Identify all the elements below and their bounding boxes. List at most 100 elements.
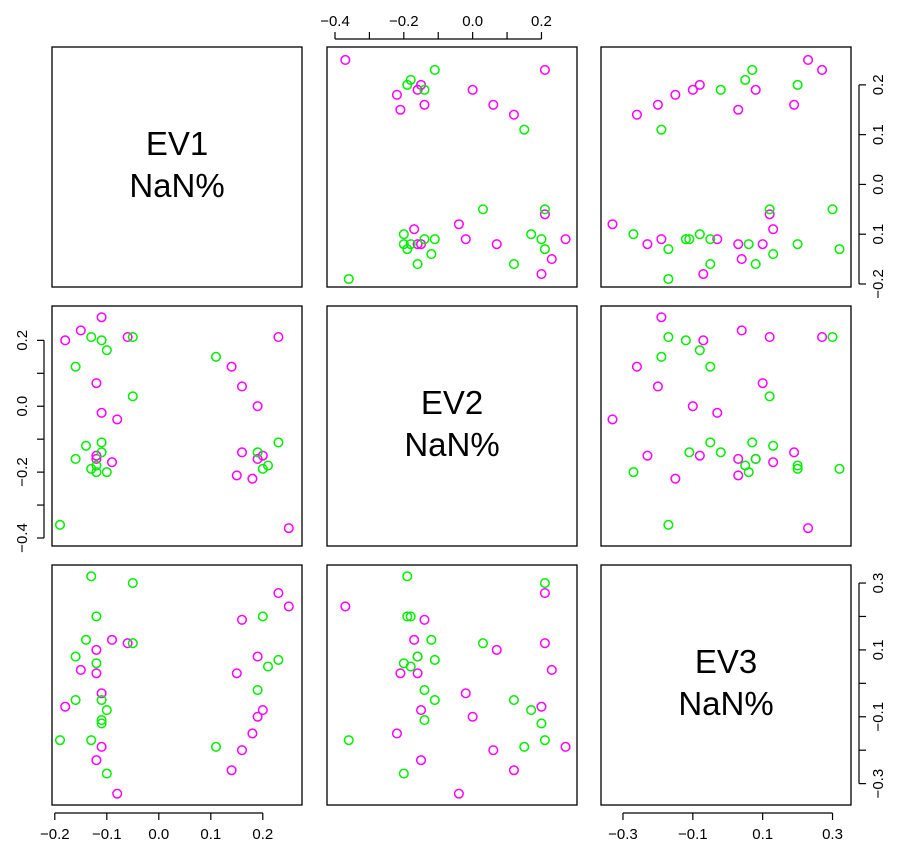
point-green-r2-c3 bbox=[715, 447, 726, 458]
point-magenta-r3-c2 bbox=[419, 614, 430, 625]
point-green-r2-c1 bbox=[91, 467, 102, 478]
point-magenta-r3-c1 bbox=[96, 741, 107, 752]
point-green-r3-c1 bbox=[210, 741, 222, 752]
point-magenta-r3-c2 bbox=[539, 588, 550, 599]
point-green-r1-c2 bbox=[402, 244, 413, 255]
point-green-r3-c2 bbox=[477, 638, 489, 649]
panel-frame-r2-c2 bbox=[326, 305, 578, 547]
point-green-r1-c3 bbox=[705, 234, 716, 245]
point-magenta-r1-c2 bbox=[560, 234, 571, 245]
point-magenta-r2-c1 bbox=[60, 335, 71, 346]
point-green-r1-c2 bbox=[343, 273, 354, 285]
point-magenta-r3-c2 bbox=[546, 664, 557, 676]
point-magenta-r2-c3 bbox=[816, 332, 828, 343]
point-magenta-r2-c1 bbox=[91, 453, 102, 464]
point-green-r3-c1 bbox=[262, 661, 274, 672]
point-green-r2-c3 bbox=[663, 519, 674, 530]
point-green-r3-c2 bbox=[429, 654, 440, 665]
point-green-r2-c1 bbox=[101, 467, 112, 478]
point-magenta-r1-c3 bbox=[733, 104, 744, 115]
point-magenta-r3-c1 bbox=[252, 651, 263, 662]
point-magenta-r3-c2 bbox=[488, 745, 499, 756]
point-magenta-r1-c3 bbox=[757, 239, 768, 250]
point-magenta-r2-c3 bbox=[789, 447, 800, 458]
point-green-r3-c2 bbox=[398, 768, 409, 779]
axis-right-tick-label: 0.2 bbox=[870, 74, 887, 95]
point-green-r1-c2 bbox=[519, 124, 530, 135]
point-green-r1-c3 bbox=[694, 229, 705, 240]
point-magenta-r1-c3 bbox=[712, 234, 723, 245]
point-green-r1-c3 bbox=[768, 249, 779, 260]
point-green-r3-c1 bbox=[91, 611, 102, 622]
point-green-r1-c2 bbox=[477, 204, 489, 215]
point-magenta-r2-c1 bbox=[252, 401, 263, 412]
point-magenta-r1-c3 bbox=[652, 99, 663, 110]
point-magenta-r3-c2 bbox=[539, 638, 550, 649]
point-magenta-r3-c2 bbox=[412, 668, 423, 679]
point-green-r2-c1 bbox=[91, 460, 102, 471]
point-green-r1-c2 bbox=[398, 229, 409, 240]
point-magenta-r1-c2 bbox=[488, 99, 499, 110]
point-green-r3-c2 bbox=[398, 658, 409, 669]
point-green-r3-c1 bbox=[96, 694, 107, 706]
axis-right-tick-label: 0.1 bbox=[870, 639, 887, 660]
point-green-r1-c2 bbox=[539, 244, 550, 255]
point-magenta-r3-c2 bbox=[409, 634, 420, 645]
point-green-r2-c3 bbox=[628, 467, 639, 478]
point-magenta-r2-c1 bbox=[75, 325, 86, 336]
panel-frame-r1-c3 bbox=[600, 46, 852, 288]
point-magenta-r3-c1 bbox=[106, 634, 118, 645]
point-magenta-r3-c1 bbox=[273, 588, 284, 599]
point-green-r1-c2 bbox=[419, 84, 430, 95]
point-magenta-r3-c1 bbox=[236, 745, 248, 756]
point-green-r3-c1 bbox=[70, 651, 81, 662]
point-green-r2-c3 bbox=[684, 447, 695, 458]
point-magenta-r1-c2 bbox=[536, 268, 547, 280]
point-green-r3-c2 bbox=[426, 634, 437, 645]
point-green-r1-c2 bbox=[405, 74, 416, 85]
point-green-r3-c2 bbox=[419, 684, 430, 696]
axis-right-tick-label: 0.3 bbox=[870, 573, 887, 594]
point-magenta-r1-c2 bbox=[419, 99, 430, 110]
point-magenta-r3-c2 bbox=[460, 688, 471, 699]
point-magenta-r2-c1 bbox=[91, 378, 102, 389]
point-green-r3-c2 bbox=[402, 571, 413, 582]
axis-top-tick-label: 0.0 bbox=[462, 13, 483, 30]
point-green-r3-c1 bbox=[86, 735, 97, 746]
point-magenta-r2-c3 bbox=[764, 332, 775, 343]
point-magenta-r1-c2 bbox=[539, 64, 550, 75]
point-magenta-r2-c1 bbox=[231, 470, 242, 481]
axis-bottom-tick-label: 0.1 bbox=[752, 826, 773, 843]
axis-left-tick-label: 0.0 bbox=[14, 396, 31, 417]
point-magenta-r3-c2 bbox=[415, 705, 427, 716]
point-green-r2-c3 bbox=[747, 437, 758, 448]
point-magenta-r2-c3 bbox=[712, 407, 723, 418]
panel-frame-r3-c1 bbox=[51, 564, 303, 806]
point-magenta-r2-c3 bbox=[694, 450, 705, 461]
point-magenta-r3-c1 bbox=[231, 668, 242, 679]
point-magenta-r1-c2 bbox=[340, 54, 351, 66]
axis-bottom-tick-label: 0.2 bbox=[252, 826, 273, 843]
point-green-r1-c3 bbox=[656, 124, 667, 135]
point-magenta-r3-c1 bbox=[91, 644, 102, 655]
point-green-r3-c2 bbox=[419, 715, 430, 726]
point-magenta-r2-c3 bbox=[736, 325, 747, 336]
point-magenta-r2-c3 bbox=[687, 401, 698, 412]
point-magenta-r3-c2 bbox=[508, 765, 519, 776]
point-green-r2-c1 bbox=[101, 345, 112, 356]
point-magenta-r2-c1 bbox=[96, 407, 107, 418]
point-green-r3-c2 bbox=[405, 611, 416, 622]
point-magenta-r2-c3 bbox=[652, 381, 663, 392]
point-magenta-r1-c3 bbox=[789, 99, 800, 110]
point-magenta-r3-c2 bbox=[536, 701, 547, 712]
point-magenta-r3-c1 bbox=[122, 638, 133, 649]
axis-bottom-tick-label: 0.3 bbox=[822, 826, 843, 843]
point-green-r2-c1 bbox=[96, 437, 107, 448]
point-magenta-r2-c3 bbox=[768, 457, 779, 468]
diag-label-ev2-pct: NaN% bbox=[404, 426, 499, 463]
point-green-r2-c1 bbox=[80, 440, 92, 451]
point-green-r1-c3 bbox=[834, 244, 845, 255]
point-magenta-r3-c1 bbox=[60, 701, 71, 712]
point-green-r3-c1 bbox=[54, 735, 66, 746]
point-green-r1-c3 bbox=[750, 259, 761, 270]
